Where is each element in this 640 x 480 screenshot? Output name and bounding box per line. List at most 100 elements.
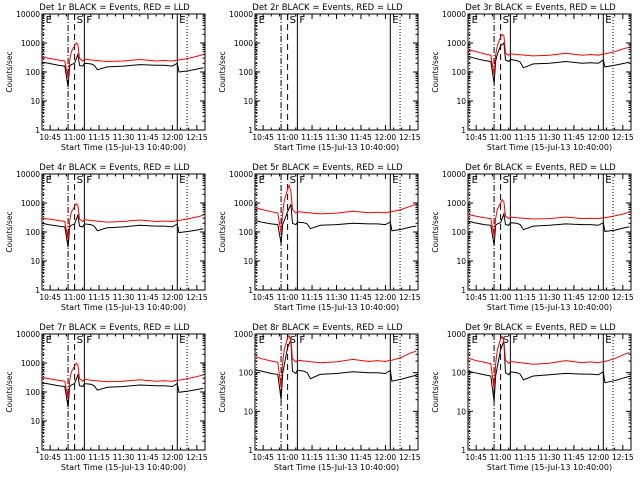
y-axis-label: Counts/sec [218,371,227,412]
x-tick-label: 12:15 [399,293,421,302]
y-tick-label: 10 [243,257,253,266]
y-tick-label: 1 [35,126,40,135]
events-series-line [254,204,417,244]
marker-label: E [605,335,611,346]
x-tick-label: 10:45 [465,453,487,462]
events-series-line [467,341,630,402]
plot-title: Det 2r BLACK = Events, RED = LLD [252,3,403,13]
x-tick-label: 11:15 [514,133,536,142]
x-tick-label: 12:00 [588,133,610,142]
lld-series-line [41,42,204,79]
x-axis-label: Start Time (15-Jul-13 10:40:00) [61,463,186,472]
y-tick-label: 100 [239,369,254,378]
x-axis-label: Start Time (15-Jul-13 10:40:00) [274,143,399,152]
plot-title: Det 8r BLACK = Events, RED = LLD [252,323,403,333]
marker-label: E [259,335,265,346]
y-tick-label: 1000 [447,199,466,208]
marker-label: F [512,335,518,346]
y-tick-label: 1000 [447,330,466,339]
x-tick-label: 11:15 [301,293,323,302]
y-axis-label: Counts/sec [218,51,227,92]
marker-label: F [299,335,305,346]
events-series-line [41,52,204,88]
x-tick-label: 10:45 [39,133,61,142]
y-tick-label: 100 [26,388,41,397]
y-tick-label: 10000 [229,170,253,179]
x-tick-label: 10:45 [252,453,274,462]
marker-label: E [259,175,265,186]
x-tick-label: 11:45 [137,453,159,462]
marker-label: F [299,15,305,26]
y-tick-label: 10 [30,417,40,426]
x-axis-label: Start Time (15-Jul-13 10:40:00) [274,303,399,312]
marker-label: S [290,175,296,186]
x-tick-label: 11:00 [490,293,512,302]
marker-label: E [46,335,52,346]
x-tick-label: 12:15 [612,453,634,462]
y-axis-label: Counts/sec [5,51,14,92]
lld-series-line [467,198,630,237]
marker-label: E [605,15,611,26]
marker-label: E [179,335,185,346]
y-tick-label: 10000 [16,10,40,19]
lld-series-line [467,33,630,75]
x-tick-label: 11:00 [64,453,86,462]
marker-label: F [86,15,92,26]
y-tick-label: 10000 [229,10,253,19]
lld-series-line [254,184,417,234]
x-tick-label: 11:00 [277,453,299,462]
x-tick-label: 11:30 [539,453,561,462]
x-tick-label: 12:00 [375,293,397,302]
y-tick-label: 10 [243,407,253,416]
y-tick-label: 10 [456,407,466,416]
y-axis-label: Counts/sec [431,211,440,252]
y-tick-label: 10000 [16,330,40,339]
marker-label: S [503,335,509,346]
y-tick-label: 1 [248,126,253,135]
x-tick-label: 11:15 [88,133,110,142]
x-tick-label: 11:30 [113,293,135,302]
y-tick-label: 10 [30,257,40,266]
det-9-plot: Det 9r BLACK = Events, RED = LLD 1 10 100 10… [431,323,634,472]
x-tick-label: 11:00 [277,133,299,142]
events-series-line [41,213,204,248]
y-axis-label: Counts/sec [431,51,440,92]
marker-label: E [472,15,478,26]
x-tick-label: 10:45 [252,133,274,142]
det-7-plot: Det 7r BLACK = Events, RED = LLD 1 10 100 10… [5,323,208,472]
y-tick-label: 1 [461,286,466,295]
y-tick-label: 1000 [21,39,40,48]
x-tick-label: 11:15 [301,133,323,142]
x-tick-label: 11:30 [326,453,348,462]
events-series-line [467,211,630,246]
x-tick-label: 10:45 [39,293,61,302]
y-tick-label: 100 [452,68,467,77]
marker-label: S [290,335,296,346]
y-tick-label: 1000 [21,199,40,208]
x-tick-label: 11:30 [326,133,348,142]
y-tick-label: 100 [26,68,41,77]
det-4-plot: Det 4r BLACK = Events, RED = LLD 1 10 100 10… [5,163,208,312]
y-tick-label: 1 [461,126,466,135]
marker-label: E [46,175,52,186]
x-tick-label: 11:00 [490,133,512,142]
x-tick-label: 11:45 [350,293,372,302]
lld-series-line [254,334,417,389]
marker-label: S [77,175,83,186]
plot-title: Det 6r BLACK = Events, RED = LLD [465,163,616,173]
x-tick-label: 10:45 [252,293,274,302]
marker-label: E [392,15,398,26]
y-tick-label: 100 [26,228,41,237]
x-tick-label: 11:45 [350,453,372,462]
y-axis-label: Counts/sec [5,371,14,412]
x-tick-label: 10:45 [465,133,487,142]
marker-label: E [392,175,398,186]
x-axis-label: Start Time (15-Jul-13 10:40:00) [274,463,399,472]
marker-label: F [86,335,92,346]
marker-label: F [86,175,92,186]
x-tick-label: 11:45 [137,133,159,142]
x-tick-label: 10:45 [39,453,61,462]
x-tick-label: 11:30 [326,293,348,302]
x-tick-label: 12:00 [162,453,184,462]
